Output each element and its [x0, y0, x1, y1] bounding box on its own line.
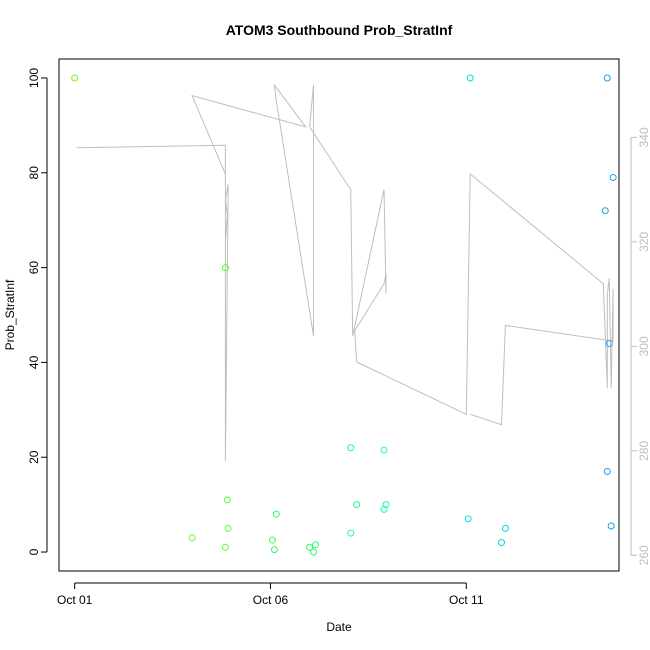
scatter-point: [353, 501, 361, 509]
y2-tick-label: 280: [637, 441, 650, 461]
scatter-point: [380, 446, 388, 454]
scatter-point: [347, 529, 355, 537]
y-tick-label: 0: [27, 548, 41, 555]
scatter-point: [464, 515, 472, 523]
scatter-point: [380, 505, 388, 513]
scatter-point-layer: [71, 74, 617, 556]
scatter-point: [501, 524, 509, 532]
x-tick-label: Oct 06: [253, 593, 289, 607]
y2-tick-label: 340: [637, 127, 650, 147]
x-tick-label: Oct 11: [449, 593, 484, 607]
scatter-point: [71, 74, 79, 82]
y-tick-label: 20: [27, 450, 41, 464]
scatter-point: [188, 534, 196, 542]
y-axis-right: 260 280 300 320 340: [630, 127, 650, 565]
secondary-line-layer: [76, 83, 614, 462]
scatter-point: [382, 501, 390, 509]
scatter-point: [605, 339, 613, 347]
x-axis-label: Date: [326, 620, 352, 634]
scatter-point: [609, 174, 617, 182]
y2-tick-label: 300: [637, 336, 650, 356]
scatter-point: [347, 444, 355, 452]
x-tick-label: Oct 01: [57, 593, 93, 607]
series-line: [76, 83, 614, 462]
scatter-point: [272, 510, 280, 518]
scatter-point: [312, 541, 320, 549]
scatter-point: [601, 207, 609, 215]
y-axis-label: Prob_StratInf: [3, 279, 17, 350]
scatter-point: [306, 543, 314, 551]
scatter-point: [268, 536, 276, 544]
scatter-point: [607, 522, 615, 530]
x-axis: Oct 01 Oct 06 Oct 11: [57, 582, 484, 607]
y-tick-label: 100: [27, 68, 41, 88]
scatter-point: [270, 546, 278, 554]
y2-tick-label: 320: [637, 232, 650, 252]
y-tick-label: 60: [27, 261, 41, 275]
y-tick-label: 40: [27, 355, 41, 369]
scatter-point: [498, 539, 506, 547]
y-tick-label: 80: [27, 166, 41, 180]
scatter-point: [603, 74, 611, 82]
scatter-point: [466, 74, 474, 82]
scatter-point: [223, 496, 231, 504]
chart-title: ATOM3 Southbound Prob_StratInf: [226, 22, 453, 38]
scatter-point: [224, 524, 232, 532]
scatter-point: [603, 467, 611, 475]
scatter-point: [221, 264, 229, 272]
plot-box: [58, 58, 620, 572]
scatter-point: [221, 543, 229, 551]
scatter-point: [310, 548, 318, 556]
y2-tick-label: 260: [637, 545, 650, 565]
y-axis-left: 0 20 40 60 80 100: [27, 68, 48, 555]
